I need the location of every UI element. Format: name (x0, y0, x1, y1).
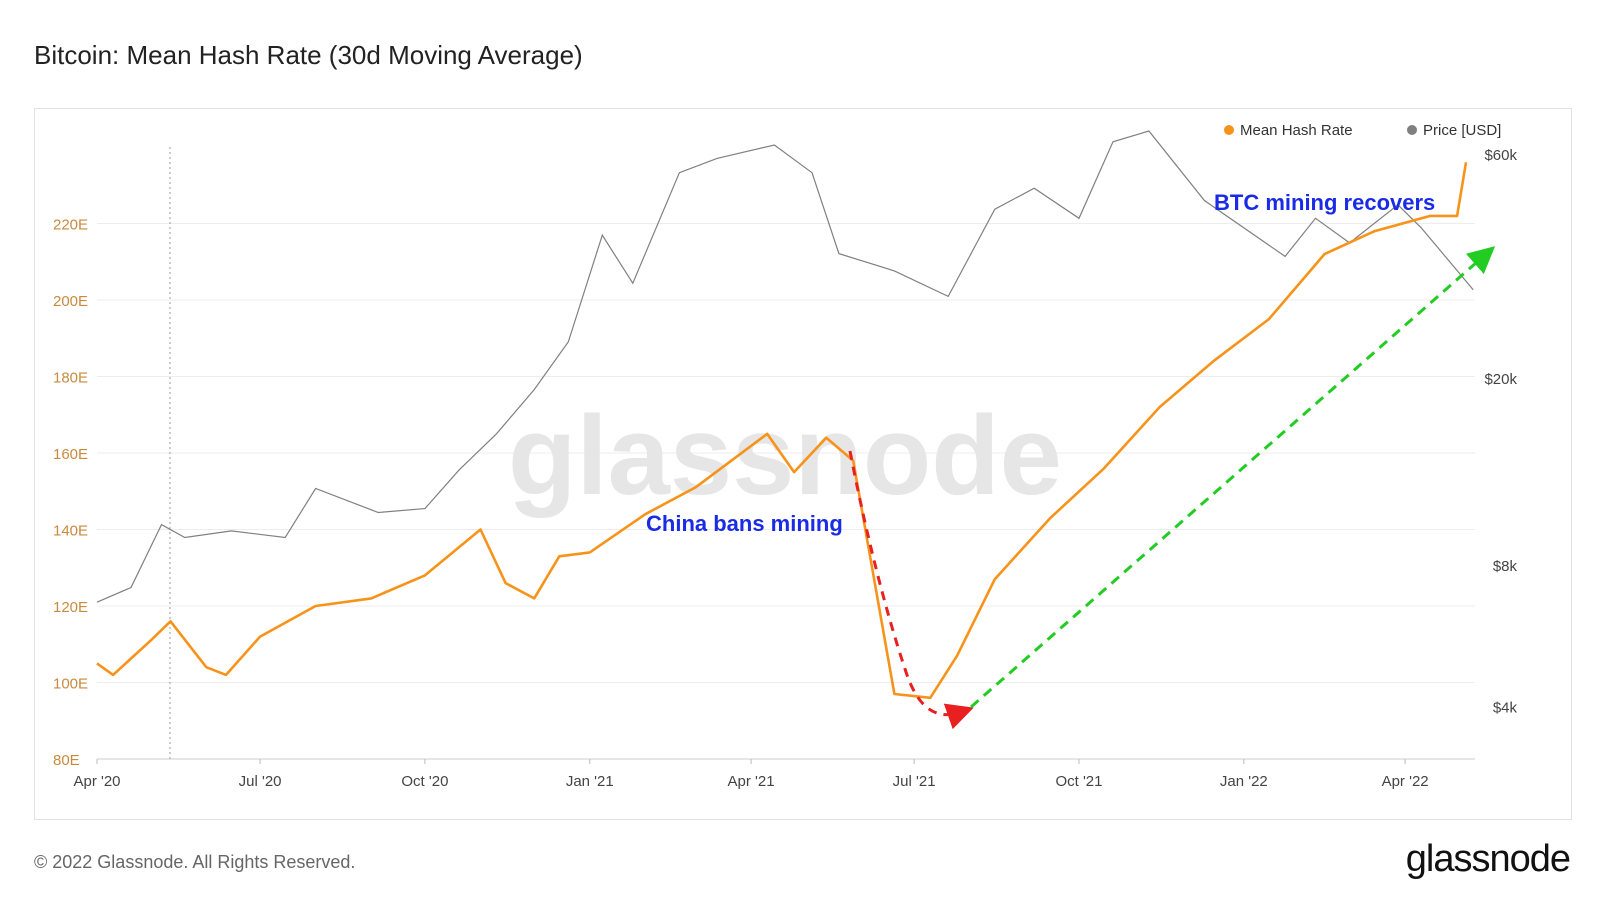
left-y-tick-label: 220E (53, 217, 88, 234)
left-y-tick-label: 160E (53, 446, 88, 463)
glassnode-logo: glassnode (1405, 838, 1571, 880)
chart-title: Bitcoin: Mean Hash Rate (30d Moving Aver… (34, 40, 583, 70)
recovery-arrow (970, 246, 1496, 709)
annotation-btc-mining-recovers: BTC mining recovers (1214, 190, 1435, 215)
price-line (96, 130, 1474, 603)
x-tick-label: Jan '21 (566, 773, 614, 790)
chart-frame: glassnode Apr '20 Jul '20 Oct '20 Jan '21 Ap… (34, 108, 1572, 820)
left-y-tick-label: 140E (53, 523, 88, 540)
china-ban-arrow (848, 450, 974, 730)
right-y-tick-label: $60k (1484, 147, 1517, 164)
x-axis: Apr '20 Jul '20 Oct '20 Jan '21 Apr '21 Jul '… (73, 759, 1429, 790)
right-y-axis: $4k $8k $20k $60k (1484, 147, 1517, 716)
x-tick-label: Apr '20 (73, 773, 120, 790)
left-y-axis: 80E 100E 120E 140E 160E 180E 200E 220E (53, 217, 88, 770)
x-tick-label: Apr '22 (1382, 773, 1429, 790)
left-y-tick-label: 200E (53, 293, 88, 310)
hash-rate-line (96, 162, 1468, 700)
legend-dot-hash-rate (1224, 125, 1234, 135)
legend-label-price: Price [USD] (1423, 122, 1501, 139)
legend-label-hash-rate: Mean Hash Rate (1240, 122, 1353, 139)
watermark: glassnode (508, 393, 1062, 518)
right-y-tick-label: $4k (1493, 699, 1518, 716)
x-tick-label: Jan '22 (1220, 773, 1268, 790)
left-y-tick-label: 100E (53, 676, 88, 693)
series-lines (96, 130, 1474, 700)
copyright-footer: © 2022 Glassnode. All Rights Reserved. (34, 852, 356, 872)
x-tick-label: Oct '21 (1055, 773, 1102, 790)
hash-rate-chart: glassnode Apr '20 Jul '20 Oct '20 Jan '21 Ap… (53, 122, 1517, 790)
gridlines (97, 223, 1475, 760)
left-y-tick-label: 80E (53, 752, 80, 769)
right-y-tick-label: $20k (1484, 371, 1517, 388)
left-y-tick-label: 180E (53, 370, 88, 387)
x-tick-label: Jul '21 (893, 773, 936, 790)
x-tick-label: Jul '20 (239, 773, 282, 790)
x-tick-label: Oct '20 (401, 773, 448, 790)
legend-dot-price (1407, 125, 1417, 135)
right-y-tick-label: $8k (1493, 558, 1518, 575)
left-y-tick-label: 120E (53, 599, 88, 616)
annotation-china-bans-mining: China bans mining (646, 511, 843, 536)
legend: Mean Hash Rate Price [USD] (1224, 122, 1501, 139)
x-tick-label: Apr '21 (728, 773, 775, 790)
